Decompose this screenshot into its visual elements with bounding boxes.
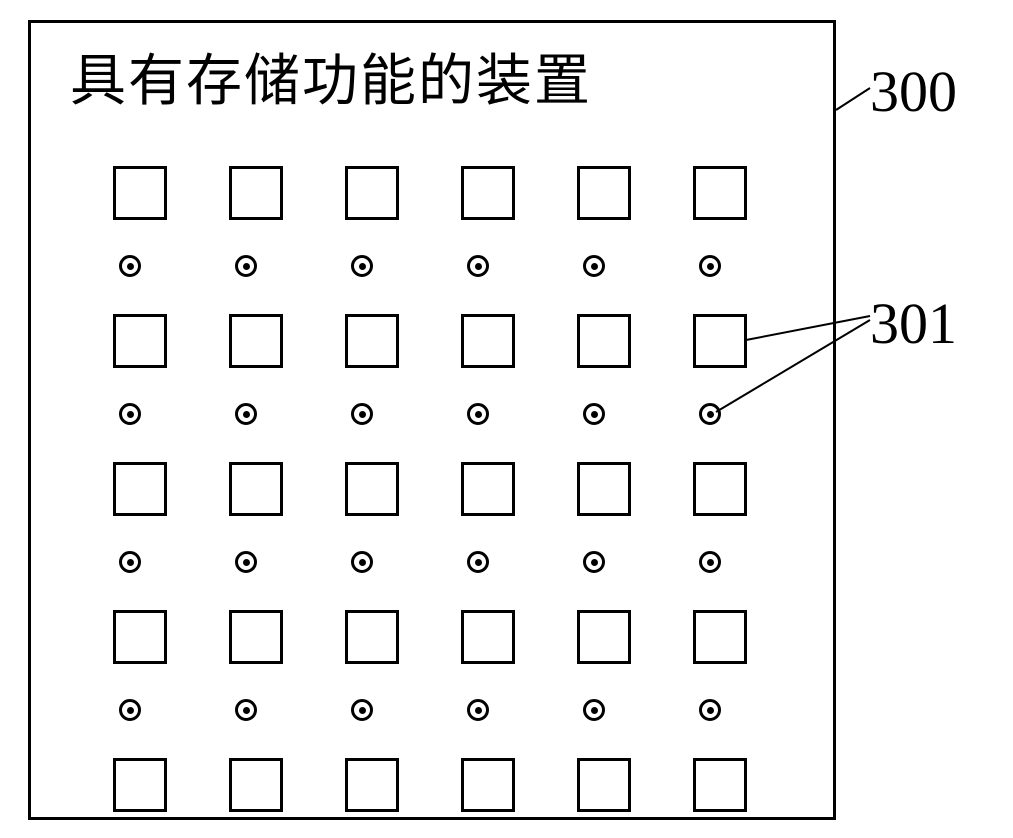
grid-dot (467, 699, 489, 721)
grid-dot (235, 255, 257, 277)
grid-dot (583, 551, 605, 573)
grid-dot (119, 699, 141, 721)
grid-dot-inner (359, 559, 366, 566)
grid-dot (699, 403, 721, 425)
grid-dot-inner (243, 559, 250, 566)
grid-square (577, 610, 631, 664)
canvas: 具有存储功能的装置 300 301 (0, 0, 1013, 838)
grid-square (113, 166, 167, 220)
grid-dot (119, 551, 141, 573)
grid-dot (467, 403, 489, 425)
grid-square (461, 166, 515, 220)
label-301: 301 (870, 290, 957, 357)
grid-square (229, 462, 283, 516)
grid-square (693, 314, 747, 368)
grid-square (461, 314, 515, 368)
grid-dot-inner (707, 559, 714, 566)
grid-square (577, 314, 631, 368)
grid-square (693, 758, 747, 812)
grid-dot (119, 255, 141, 277)
grid-dot-inner (591, 707, 598, 714)
grid-square (229, 758, 283, 812)
grid-dot (351, 699, 373, 721)
grid-dot (235, 403, 257, 425)
grid-dot (583, 699, 605, 721)
grid-square (229, 166, 283, 220)
grid-dot-inner (591, 411, 598, 418)
grid-dot (351, 255, 373, 277)
grid-dot (699, 551, 721, 573)
grid-dot (583, 255, 605, 277)
grid-dot (235, 699, 257, 721)
grid-dot (699, 255, 721, 277)
grid-dot-inner (127, 411, 134, 418)
grid-dot (467, 551, 489, 573)
grid-dot-inner (475, 411, 482, 418)
grid-square (113, 314, 167, 368)
grid-dot-inner (475, 263, 482, 270)
grid-dot-inner (707, 707, 714, 714)
grid-square (345, 758, 399, 812)
grid-square (693, 610, 747, 664)
grid-dot (583, 403, 605, 425)
grid-square (113, 758, 167, 812)
grid-dot-inner (359, 707, 366, 714)
grid-square (345, 610, 399, 664)
grid-dot-inner (127, 707, 134, 714)
grid-dot-inner (591, 559, 598, 566)
label-300: 300 (870, 58, 957, 125)
grid-square (113, 462, 167, 516)
grid-square (461, 758, 515, 812)
grid-dot-inner (359, 411, 366, 418)
grid-square (345, 166, 399, 220)
grid-dot (467, 255, 489, 277)
grid-square (229, 314, 283, 368)
grid-dot (699, 699, 721, 721)
grid-square (461, 610, 515, 664)
grid-square (461, 462, 515, 516)
grid-dot (351, 551, 373, 573)
device-title: 具有存储功能的装置 (70, 36, 592, 117)
grid-square (229, 610, 283, 664)
grid-square (113, 610, 167, 664)
grid-dot (119, 403, 141, 425)
grid-dot (351, 403, 373, 425)
grid-dot-inner (707, 263, 714, 270)
grid-square (577, 166, 631, 220)
grid-square (577, 462, 631, 516)
grid-square (345, 462, 399, 516)
grid-dot-inner (243, 707, 250, 714)
grid-square (693, 462, 747, 516)
grid-dot-inner (475, 559, 482, 566)
grid-dot-inner (475, 707, 482, 714)
grid-square (577, 758, 631, 812)
grid-dot-inner (707, 411, 714, 418)
grid-square (345, 314, 399, 368)
grid-dot-inner (243, 411, 250, 418)
grid-dot-inner (243, 263, 250, 270)
grid-dot (235, 551, 257, 573)
grid-dot-inner (359, 263, 366, 270)
grid-square (693, 166, 747, 220)
grid-dot-inner (127, 263, 134, 270)
grid-dot-inner (591, 263, 598, 270)
grid-dot-inner (127, 559, 134, 566)
